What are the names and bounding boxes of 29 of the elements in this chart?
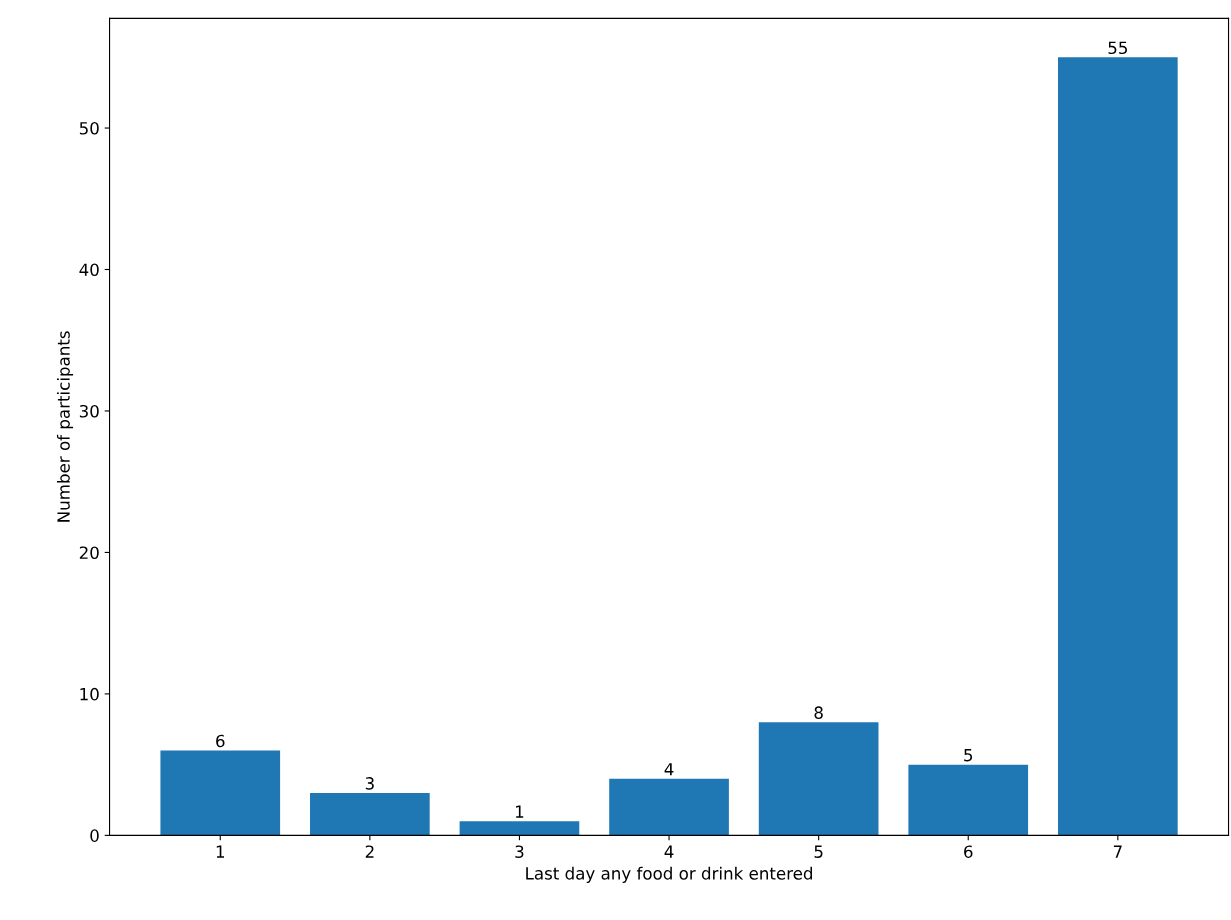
- data-label: 6: [216, 734, 225, 748]
- x-tick-label: 5: [814, 845, 823, 858]
- bar: [908, 764, 1029, 836]
- x-tick-label: 1: [216, 845, 225, 858]
- x-tick-label: 7: [1113, 845, 1122, 858]
- bar: [160, 750, 281, 836]
- data-label: 4: [664, 763, 674, 776]
- data-label: 5: [964, 749, 973, 762]
- data-label: 3: [365, 777, 374, 790]
- bar: [1058, 57, 1178, 836]
- data-label: 1: [515, 805, 524, 818]
- y-tick-label: 0: [90, 829, 99, 842]
- x-tick-label: 3: [515, 845, 524, 858]
- y-tick-label: 30: [79, 404, 99, 418]
- x-tick-label: 2: [365, 845, 374, 858]
- x-axis-title: Last day any food or drink entered: [526, 866, 812, 883]
- bar: [609, 778, 729, 836]
- data-label: 8: [814, 706, 823, 719]
- y-tick-label: 40: [79, 263, 99, 277]
- bar: [758, 722, 879, 836]
- y-axis-title: Number of participants: [56, 331, 74, 522]
- x-tick-label: 4: [664, 845, 674, 858]
- y-tick-label: 20: [79, 546, 99, 559]
- data-label: 55: [1108, 41, 1127, 55]
- y-tick-label: 10: [80, 687, 99, 701]
- y-tick-label: 50: [79, 122, 99, 135]
- bar: [459, 821, 580, 836]
- bar: [310, 792, 430, 836]
- x-tick-label: 6: [964, 845, 973, 858]
